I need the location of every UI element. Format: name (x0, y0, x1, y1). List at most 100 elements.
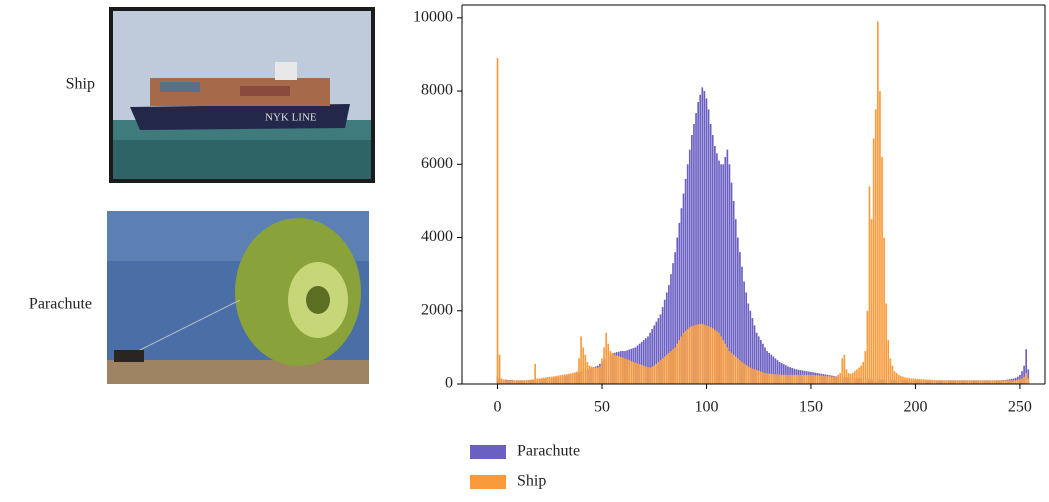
bar (984, 380, 986, 384)
bar (783, 375, 785, 384)
bar (833, 377, 835, 384)
bar (864, 351, 866, 384)
bar (915, 379, 917, 384)
bar (605, 333, 607, 384)
bar (572, 373, 574, 384)
bar (963, 380, 965, 384)
bar (800, 375, 802, 384)
bar (543, 378, 545, 384)
bar (877, 21, 879, 384)
bar (536, 379, 538, 384)
bar (785, 375, 787, 384)
bar (990, 380, 992, 384)
bar (653, 366, 655, 384)
bar (670, 351, 672, 384)
bar (804, 375, 806, 384)
bar (633, 362, 635, 384)
bar (578, 358, 580, 384)
bar (589, 366, 591, 384)
bar (917, 379, 919, 384)
bar (727, 347, 729, 384)
bar (938, 380, 940, 384)
bar (666, 355, 668, 384)
histogram: 0200040006000800010000050100150200250Par… (413, 5, 1045, 490)
bar (973, 380, 975, 384)
legend-swatch (470, 445, 506, 459)
parachute-image (107, 211, 369, 384)
bar (704, 325, 706, 384)
bar (881, 157, 883, 384)
bar (831, 377, 833, 384)
bar (779, 374, 781, 384)
bar (1009, 380, 1011, 384)
bar (710, 327, 712, 384)
bar (969, 380, 971, 384)
bar (829, 376, 831, 384)
bar (708, 326, 710, 384)
bar (971, 380, 973, 384)
bar (635, 363, 637, 384)
bar (950, 380, 952, 384)
bar (1015, 380, 1017, 384)
bar (806, 375, 808, 384)
bar (681, 336, 683, 384)
bar (921, 379, 923, 384)
bar (693, 325, 695, 384)
bar (750, 368, 752, 384)
bar (607, 344, 609, 384)
bar (645, 366, 647, 384)
bar (520, 380, 522, 384)
bar (996, 380, 998, 384)
bar (570, 373, 572, 384)
legend-swatch (470, 475, 506, 489)
bar (574, 372, 576, 384)
bar (599, 366, 601, 384)
bar (701, 324, 703, 384)
x-tick-label: 0 (494, 399, 502, 416)
bar (576, 372, 578, 384)
bar (879, 91, 881, 384)
bar (856, 369, 858, 384)
x-tick-label: 50 (594, 399, 610, 416)
bar (735, 357, 737, 384)
bar (513, 380, 515, 384)
bar (639, 364, 641, 384)
bar (890, 358, 892, 384)
bar (883, 238, 885, 384)
bar (777, 374, 779, 384)
bar (754, 369, 756, 384)
bar (994, 380, 996, 384)
bar (622, 358, 624, 384)
bar (1013, 380, 1015, 384)
bar (528, 380, 530, 384)
bar (958, 380, 960, 384)
bar (524, 380, 526, 384)
bar (902, 377, 904, 384)
bar (927, 380, 929, 384)
bar (862, 362, 864, 384)
bar (781, 375, 783, 384)
bar (875, 109, 877, 384)
bar (956, 380, 958, 384)
bar (530, 380, 532, 384)
bar (737, 358, 739, 384)
bar (1021, 379, 1023, 384)
y-tick-label: 6000 (421, 155, 453, 172)
bar (716, 331, 718, 384)
x-tick-label: 250 (1008, 399, 1032, 416)
bar (1027, 379, 1029, 384)
bar (664, 357, 666, 384)
bar (787, 375, 789, 384)
bar (802, 375, 804, 384)
bar (766, 373, 768, 384)
bar (505, 380, 507, 384)
legend-label: Parachute (517, 443, 580, 460)
bar (538, 379, 540, 384)
bar (597, 368, 599, 384)
bar (770, 374, 772, 384)
bar (892, 366, 894, 384)
bar (658, 362, 660, 384)
bar (522, 380, 524, 384)
bar (929, 380, 931, 384)
bar (954, 380, 956, 384)
